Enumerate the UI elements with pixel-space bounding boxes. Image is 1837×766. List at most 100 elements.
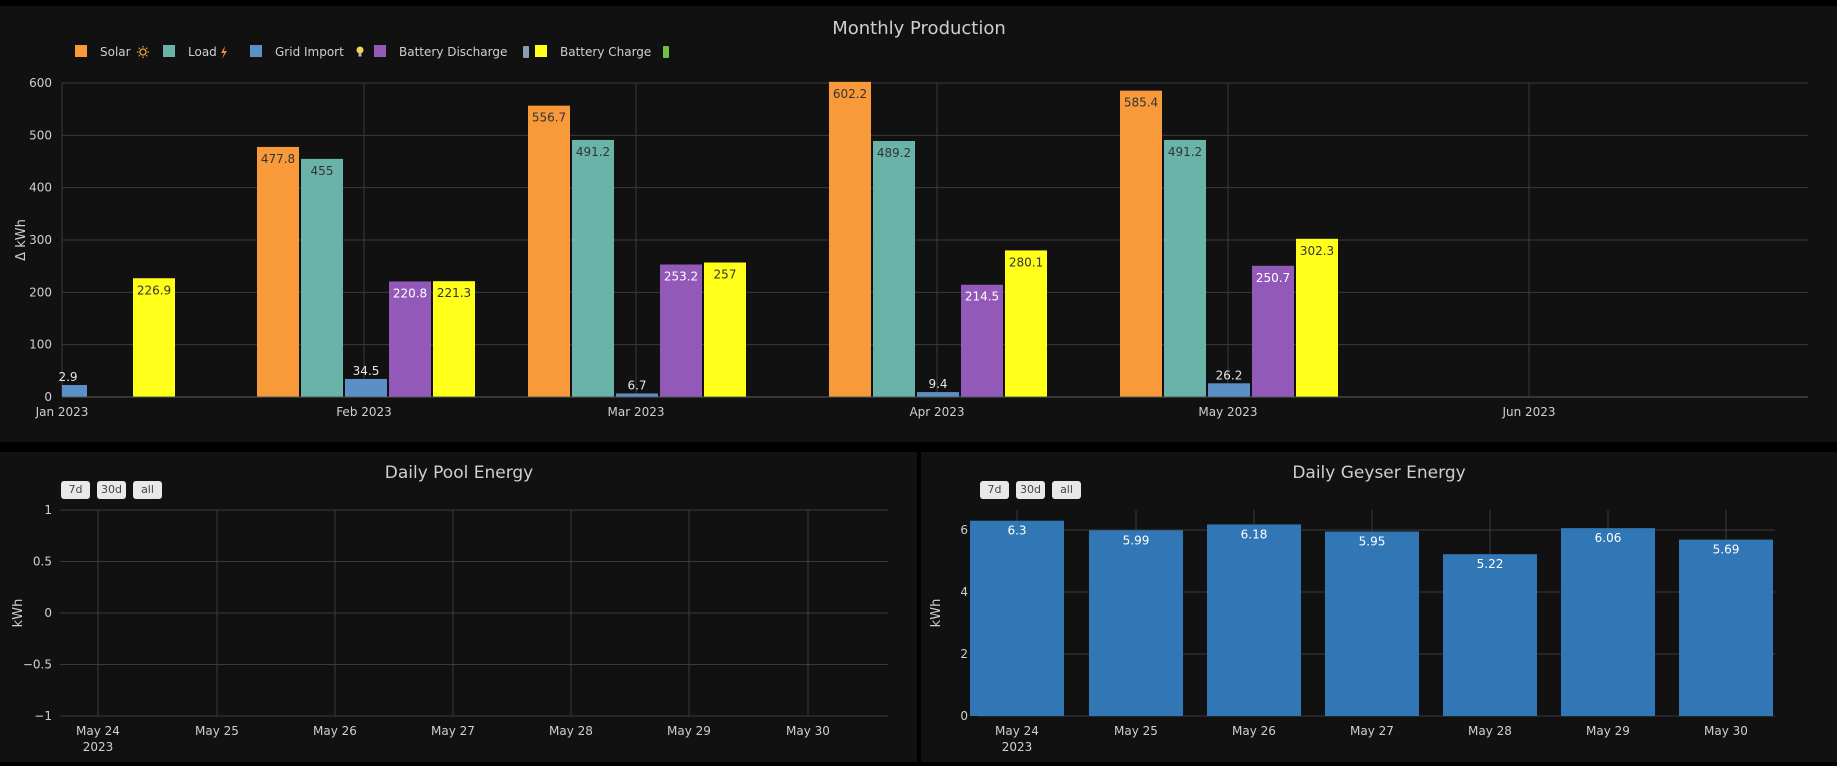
y-tick-label: 400 [29,181,52,195]
y-axis-title: kWh [929,599,944,628]
data-label: 6.3 [1007,524,1026,538]
battery-low-icon [523,46,529,58]
x-tick-label: May 27 [1350,724,1394,738]
bar-solar [257,146,299,397]
y-tick-label: 0.5 [33,555,52,569]
geyser-range-7d-button[interactable]: 7d [980,481,1009,499]
legend-label: Battery Charge [560,45,651,59]
pool-range-all-button[interactable]: all [133,481,162,499]
bar-geyser [970,520,1064,716]
x-tick-label: May 29 [667,724,711,738]
legend-swatch [163,45,175,57]
bar-battery-charge [1296,238,1338,397]
daily-pool-energy-panel: Daily Pool Energy 1 0.5 0 −0.5 −1 May 24 May 2… [0,452,917,762]
bar-battery-discharge [1252,265,1294,397]
bar-grid-import [62,385,87,397]
sun-ray [138,54,141,57]
y-tick-label: 100 [29,338,52,352]
data-label: 226.9 [137,283,171,297]
sun-ray [145,47,148,50]
x-year-label: 2023 [83,740,114,754]
data-label: 2.9 [58,370,77,384]
legend-swatch [535,45,547,57]
data-label: 455 [311,164,334,178]
data-label: 257 [714,268,737,282]
data-label: 9.4 [928,377,947,391]
data-label: 477.8 [261,152,295,166]
bar-geyser [1207,524,1301,716]
x-year-label: 2023 [1002,740,1033,754]
data-label: 5.95 [1359,535,1386,549]
bars [62,81,1338,398]
x-tick-label: May 28 [549,724,593,738]
data-label: 302.3 [1300,244,1334,258]
data-label: 220.8 [393,286,427,300]
data-labels: 477.8 556.7 602.2 585.4 455 491.2 489.2 491.2 2.… [58,87,1334,393]
bar-grid-import [1208,383,1250,397]
y-tick-label: 2 [960,647,968,661]
x-tick-label: May 26 [1232,724,1276,738]
geyser-range-all-button[interactable]: all [1052,481,1081,499]
data-label: 6.7 [627,378,646,392]
battery-body [523,46,529,58]
legend-label: Battery Discharge [399,45,507,59]
lightbulb-icon [356,46,364,57]
bar-geyser [1679,539,1773,716]
bar-load [301,158,343,397]
chart-title: Monthly Production [832,18,1006,39]
chart-title: Daily Pool Energy [385,463,534,483]
pool-range-30d-button[interactable]: 30d [97,481,126,499]
data-label: 221.3 [437,286,471,300]
bar-battery-discharge [389,281,431,397]
geyser-range-30d-button[interactable]: 30d [1016,481,1045,499]
bar-battery-charge [133,278,175,397]
y-axis-title: Δ kWh [14,219,29,261]
y-tick-label: 0 [960,709,968,723]
axes: 0 100 200 300 400 500 600 Jan 2023 Feb 2023 Mar 2… [14,76,1808,419]
legend-swatch [75,45,87,57]
x-tick-label: May 24 [995,724,1039,738]
legend-swatch [374,45,386,57]
x-tick-label: May 25 [195,724,239,738]
data-label: 491.2 [576,145,610,159]
x-tick-label: Jun 2023 [1501,405,1555,419]
pool-range-7d-button[interactable]: 7d [61,481,90,499]
battery-body [663,46,669,58]
bar-battery-charge [433,281,475,397]
data-label: 489.2 [877,146,911,160]
chart-title: Daily Geyser Energy [1292,463,1465,483]
y-tick-label: 300 [29,233,52,247]
bar-solar [528,105,570,397]
x-tick-label: May 28 [1468,724,1512,738]
bar-battery-charge [704,262,746,397]
lightning-icon [221,46,227,59]
y-tick-label: 0 [44,606,52,620]
legend-label: Solar [100,45,131,59]
x-tick-label: May 24 [76,724,120,738]
data-label: 602.2 [833,87,867,101]
data-label: 5.22 [1477,557,1504,571]
x-tick-label: May 30 [786,724,830,738]
y-tick-label: 4 [960,585,968,599]
x-tick-label: Mar 2023 [608,405,665,419]
daily-pool-energy-chart: Daily Pool Energy 1 0.5 0 −0.5 −1 May 24 May 2… [11,463,888,754]
bulb [356,46,364,54]
bar-load [572,139,614,397]
x-tick-label: Feb 2023 [336,405,392,419]
daily-geyser-energy-panel: Daily Geyser Energy 6.3 5.99 6.18 5.95 5.22 6… [921,452,1837,762]
bars [970,520,1773,716]
legend: Solar Load Grid Import Battery Discharge Bat… [75,45,669,59]
y-tick-label: 6 [960,523,968,537]
data-label: 491.2 [1168,145,1202,159]
monthly-production-chart: Monthly Production Solar Load Grid Import B… [14,18,1808,419]
axes: 0 2 4 6 May 24 May 25 May 26 May 27 May 28 May 29… [929,523,1748,754]
y-tick-label: 1 [44,503,52,517]
bar-geyser [1443,554,1537,716]
x-tick-label: May 25 [1114,724,1158,738]
bar-solar [1120,90,1162,398]
bar-battery-discharge [660,264,702,397]
x-tick-label: May 30 [1704,724,1748,738]
bar-grid-import [616,393,658,397]
data-label: 280.1 [1009,255,1043,269]
data-label: 34.5 [353,364,380,378]
